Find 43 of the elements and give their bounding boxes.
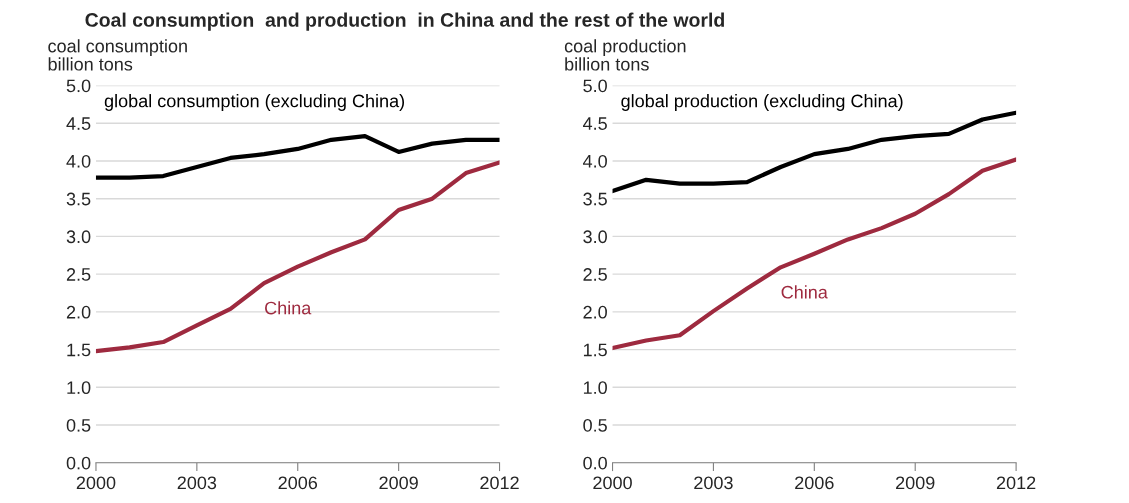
x-tick-label: 2000 xyxy=(76,476,116,490)
y-axis-title: coal production billion tons xyxy=(564,39,686,71)
text: global consumption (excluding China) xyxy=(104,94,405,111)
y-tick-label: 4.5 xyxy=(582,117,607,130)
y-tick-label: 4.5 xyxy=(66,117,91,130)
x-tick-label: 2012 xyxy=(996,476,1036,490)
x-tick-label: 2006 xyxy=(278,476,318,490)
y-tick-label: 1.0 xyxy=(583,381,607,395)
x-tick-label: 2009 xyxy=(379,476,418,490)
y-tick-label: 2.0 xyxy=(583,305,607,319)
y-tick-label: 0.0 xyxy=(66,456,91,470)
x-tick-label: 2003 xyxy=(694,476,733,490)
y-tick-label: 5.0 xyxy=(66,79,91,93)
line-series xyxy=(612,157,1017,351)
x-tick-label: 2000 xyxy=(593,476,632,490)
y-tick-label: 0.5 xyxy=(583,418,607,432)
y-tick-label: 0.0 xyxy=(583,456,607,470)
line-series xyxy=(95,160,500,354)
y-tick-label: 1.5 xyxy=(583,343,607,357)
series-label: global production (excluding China) xyxy=(621,94,903,111)
y-tick-label: 3.5 xyxy=(583,192,607,206)
x-tick-label: 2012 xyxy=(480,476,519,490)
y-tick-label: 3.0 xyxy=(66,230,91,244)
y-tick-label: 2.5 xyxy=(66,268,91,281)
y-axis-title: coal consumption billion tons xyxy=(48,39,187,71)
y-tick-label: 2.0 xyxy=(66,305,91,319)
y-tick-label: 3.5 xyxy=(66,192,91,206)
y-tick-label: 5.0 xyxy=(583,79,607,93)
chart-title: Coal consumption and production in China and the rest of the world xyxy=(85,12,724,31)
series-label: China xyxy=(265,301,312,315)
x-tick-label: 2009 xyxy=(896,476,935,490)
y-tick-label: 0.5 xyxy=(66,418,91,432)
y-tick-label: 3.0 xyxy=(583,230,607,244)
line-series xyxy=(612,110,1017,194)
line-series xyxy=(95,133,500,180)
series-label: China xyxy=(781,285,828,299)
x-tick-label: 2003 xyxy=(177,476,217,490)
y-tick-label: 4.0 xyxy=(582,154,607,168)
y-tick-label: 2.5 xyxy=(583,268,607,281)
x-tick-label: 2006 xyxy=(795,476,834,490)
y-tick-label: 4.0 xyxy=(66,154,91,168)
y-tick-label: 1.0 xyxy=(67,381,91,395)
y-tick-label: 1.5 xyxy=(67,343,91,357)
